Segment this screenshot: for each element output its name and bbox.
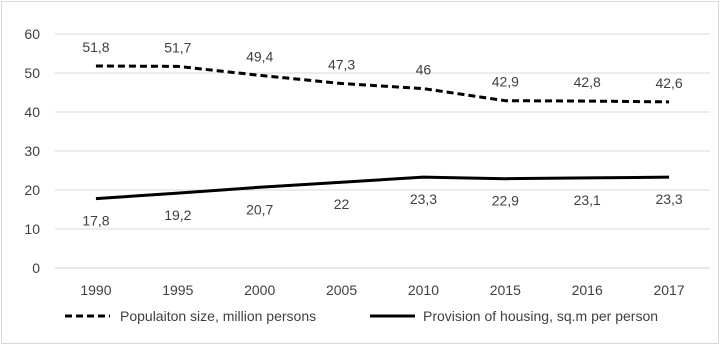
legend: Populaiton size, million persons Provisio… — [65, 308, 658, 324]
x-tick-label: 1995 — [162, 282, 193, 298]
y-tick-label: 10 — [24, 221, 40, 237]
x-tick-label: 2005 — [326, 282, 357, 298]
data-label: 20,7 — [246, 201, 273, 217]
data-label: 17,8 — [82, 213, 109, 229]
y-tick-label: 60 — [24, 26, 40, 42]
data-label: 42,8 — [574, 74, 601, 90]
data-label: 49,4 — [246, 48, 273, 64]
legend-label: Provision of housing, sq.m per person — [423, 308, 658, 324]
y-tick-label: 0 — [32, 260, 40, 276]
y-axis-tick-labels: 0 10 20 30 40 50 60 — [24, 26, 40, 276]
data-label: 47,3 — [328, 57, 355, 73]
data-labels: 51,8 51,7 49,4 47,3 46 42,9 42,8 42,6 17,8 19,2 20… — [82, 39, 683, 229]
x-tick-label: 2015 — [490, 282, 521, 298]
housing-series-line — [95, 175, 670, 201]
data-label: 22,9 — [492, 193, 519, 209]
data-label: 23,3 — [410, 191, 437, 207]
data-label: 23,1 — [574, 192, 601, 208]
y-tick-label: 30 — [24, 143, 40, 159]
y-tick-label: 50 — [24, 65, 40, 81]
data-label: 42,6 — [655, 75, 682, 91]
data-label: 42,9 — [492, 74, 519, 90]
series-lines — [95, 64, 670, 201]
x-axis-tick-labels: 1990 1995 2000 2005 2010 2015 2016 2017 — [80, 282, 684, 298]
legend-label: Populaiton size, million persons — [120, 308, 316, 324]
data-label: 19,2 — [164, 207, 191, 223]
x-tick-label: 2010 — [408, 282, 439, 298]
x-tick-label: 1990 — [80, 282, 111, 298]
data-label: 51,7 — [164, 39, 191, 55]
gridlines — [55, 33, 710, 269]
y-tick-label: 40 — [24, 104, 40, 120]
x-tick-label: 2000 — [244, 282, 275, 298]
data-label: 23,3 — [655, 191, 682, 207]
y-tick-label: 20 — [24, 182, 40, 198]
x-tick-label: 2017 — [653, 282, 684, 298]
x-tick-label: 2016 — [572, 282, 603, 298]
data-label: 22 — [334, 196, 350, 212]
data-label: 51,8 — [82, 39, 109, 55]
data-label: 46 — [416, 62, 432, 78]
population-series-line — [95, 64, 670, 104]
